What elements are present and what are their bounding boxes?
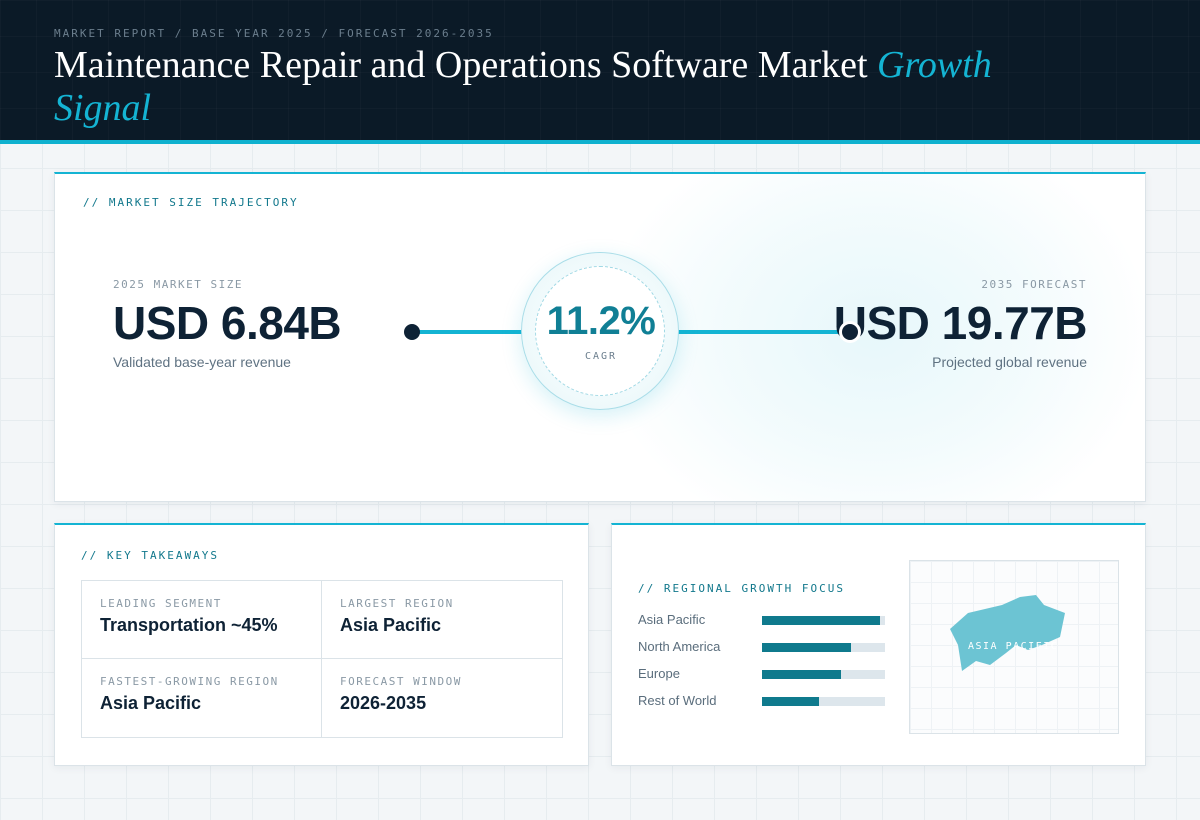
page-title: Maintenance Repair and Operations Softwa… xyxy=(54,44,1034,130)
regional-card-label: // REGIONAL GROWTH FOCUS xyxy=(638,582,845,595)
grid-horizontal-divider xyxy=(82,658,562,659)
end-point-dot xyxy=(842,324,858,340)
cagr-inner-ring: 11.2% CAGR xyxy=(535,266,665,396)
takeaway-key: FORECAST WINDOW xyxy=(340,675,462,688)
region-bar-track xyxy=(762,643,885,652)
cagr-value: 11.2% xyxy=(546,299,656,343)
region-row: Asia Pacific xyxy=(638,610,888,630)
map-region-label: ASIA PACIFIC xyxy=(968,641,1059,652)
grid-vertical-divider xyxy=(321,581,322,737)
takeaways-grid: LEADING SEGMENT Transportation ~45% LARG… xyxy=(81,580,563,738)
regional-growth-card: // REGIONAL GROWTH FOCUS Asia Pacific No… xyxy=(611,523,1146,766)
background-glow xyxy=(595,174,1145,501)
takeaway-value: Asia Pacific xyxy=(340,615,442,635)
region-map: ASIA PACIFIC xyxy=(909,560,1119,734)
takeaway-leading-segment: LEADING SEGMENT Transportation ~45% xyxy=(82,581,322,659)
region-bar-track xyxy=(762,616,885,625)
start-point-dot xyxy=(404,324,420,340)
region-bar-track xyxy=(762,670,885,679)
end-stat-label: 2035 FORECAST xyxy=(981,278,1087,291)
asia-pacific-map-shape xyxy=(950,595,1065,671)
cagr-badge: 11.2% CAGR xyxy=(521,252,679,410)
trajectory-card-label: // MARKET SIZE TRAJECTORY xyxy=(83,196,299,209)
cagr-label: CAGR xyxy=(584,351,618,362)
region-row: Rest of World xyxy=(638,691,888,711)
page-header: MARKET REPORT / BASE YEAR 2025 / FORECAS… xyxy=(0,0,1200,144)
takeaway-largest-region: LARGEST REGION Asia Pacific xyxy=(322,581,562,659)
takeaway-value: Transportation ~45% xyxy=(100,615,278,635)
start-stat-label: 2025 MARKET SIZE xyxy=(113,278,243,291)
takeaway-fastest-growing-region: FASTEST-GROWING REGION Asia Pacific xyxy=(82,659,322,737)
takeaway-value: 2026-2035 xyxy=(340,693,427,713)
region-name: Rest of World xyxy=(638,693,717,708)
takeaway-key: LARGEST REGION xyxy=(340,597,454,610)
takeaway-value: Asia Pacific xyxy=(100,693,202,713)
region-name: North America xyxy=(638,639,721,654)
region-name: Asia Pacific xyxy=(638,612,706,627)
report-breadcrumb: MARKET REPORT / BASE YEAR 2025 / FORECAS… xyxy=(54,27,494,40)
region-row: Europe xyxy=(638,664,888,684)
region-name: Europe xyxy=(638,666,680,681)
end-stat-subtitle: Projected global revenue xyxy=(932,354,1087,370)
takeaway-key: FASTEST-GROWING REGION xyxy=(100,675,279,688)
region-bar-fill xyxy=(762,616,881,625)
takeaway-forecast-window: FORECAST WINDOW 2026-2035 xyxy=(322,659,562,737)
takeaway-key: LEADING SEGMENT xyxy=(100,597,222,610)
region-bar-fill xyxy=(762,697,819,706)
region-row: North America xyxy=(638,637,888,657)
region-bar-fill xyxy=(762,670,841,679)
start-stat-subtitle: Validated base-year revenue xyxy=(113,354,291,370)
start-stat-value: USD 6.84B xyxy=(113,297,342,349)
region-bar-fill xyxy=(762,643,851,652)
takeaways-card-label: // KEY TAKEAWAYS xyxy=(81,549,219,562)
region-bar-track xyxy=(762,697,885,706)
end-stat-value: USD 19.77B xyxy=(833,297,1088,349)
title-main: Maintenance Repair and Operations Softwa… xyxy=(54,44,878,86)
key-takeaways-card: // KEY TAKEAWAYS LEADING SEGMENT Transpo… xyxy=(54,523,589,766)
title-accent: Growth Signal xyxy=(54,44,992,129)
market-size-trajectory-card: // MARKET SIZE TRAJECTORY 2025 MARKET SI… xyxy=(54,172,1146,502)
